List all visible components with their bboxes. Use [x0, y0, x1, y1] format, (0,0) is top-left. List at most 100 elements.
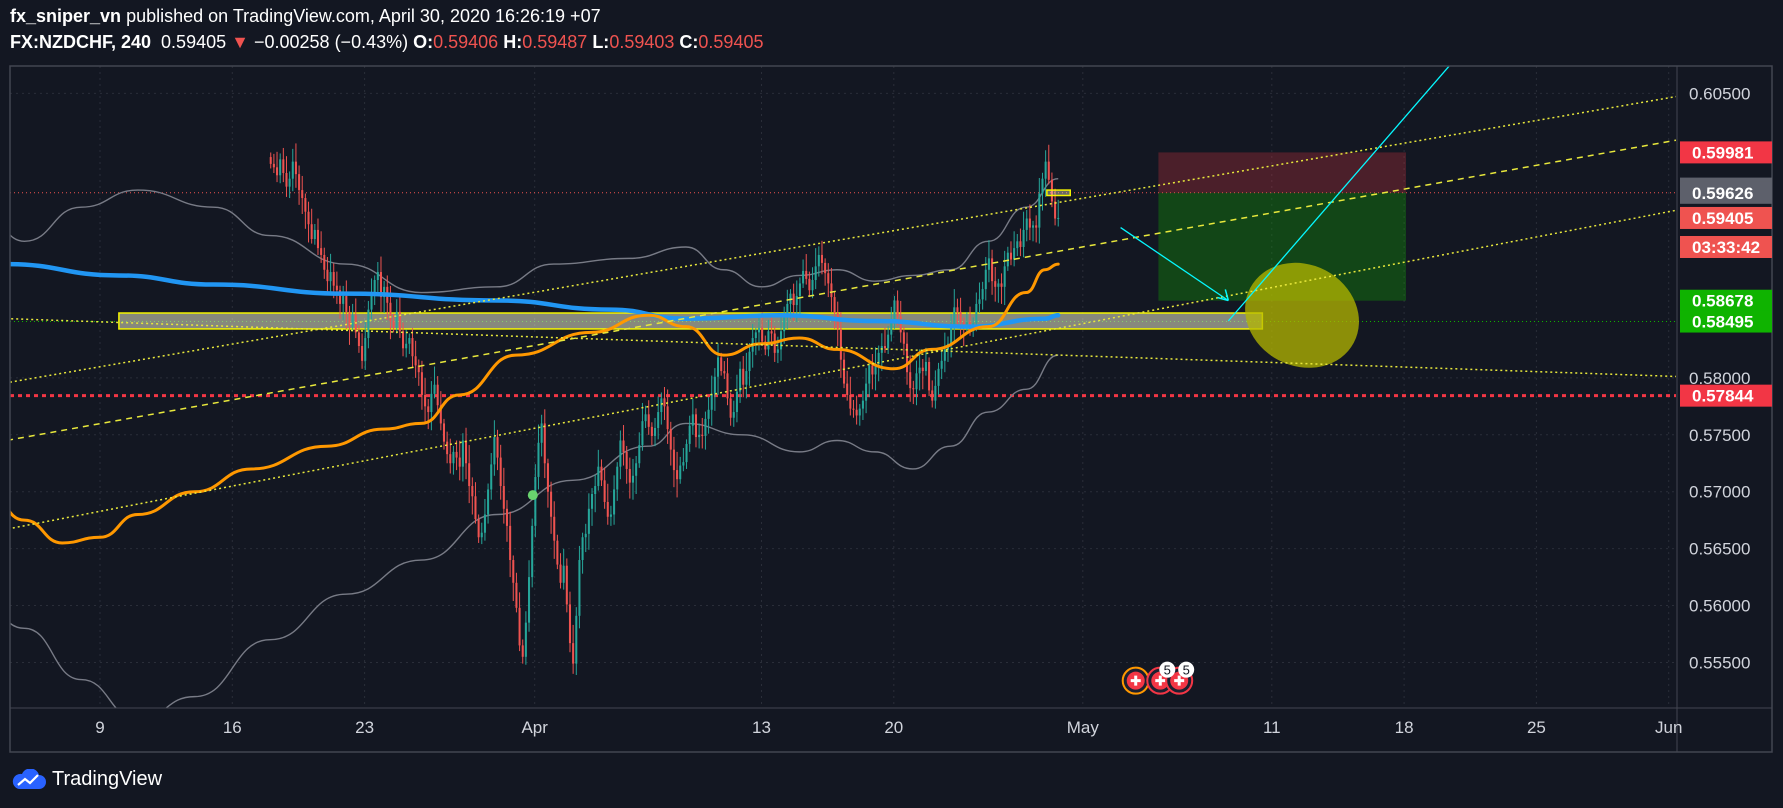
candle-body	[666, 406, 669, 430]
price-axis-label: 0.59405	[1680, 206, 1772, 229]
symbol-label[interactable]: FX:NZDCHF, 240	[10, 32, 152, 52]
candle-body	[669, 429, 672, 450]
candle-body	[987, 258, 990, 270]
candle-body	[568, 604, 572, 644]
candle-body	[820, 254, 824, 263]
candle-body	[458, 457, 461, 467]
price-label-text: 0.59981	[1692, 143, 1753, 162]
envelope-bands	[10, 177, 1059, 708]
candle-body	[323, 254, 326, 270]
x-tick-label: May	[1067, 718, 1100, 737]
candle-body	[276, 167, 279, 176]
candle-body	[628, 468, 631, 483]
candle-body	[543, 423, 546, 464]
author-name[interactable]: fx_sniper_vn	[10, 6, 122, 26]
candle-body	[887, 334, 890, 349]
candle-body	[461, 440, 464, 467]
candle-body	[833, 297, 836, 314]
arrow-head-icon	[1217, 289, 1230, 302]
candle-body	[581, 537, 584, 561]
candle-body	[874, 364, 877, 375]
candle-body	[279, 159, 282, 176]
candle-body	[732, 412, 735, 418]
price-axis-label: 0.57844	[1680, 384, 1772, 407]
candle-body	[906, 343, 909, 373]
candle-body	[883, 346, 887, 349]
candle-body	[918, 367, 921, 374]
candle-body	[313, 229, 316, 240]
candle-body	[496, 437, 499, 458]
candle-body	[950, 326, 953, 344]
candle-body	[550, 491, 553, 517]
candle-body	[562, 565, 565, 583]
candle-body	[625, 451, 628, 469]
candle-body	[852, 408, 855, 410]
candle-body	[398, 311, 401, 332]
candle-body	[556, 540, 559, 565]
close-value: 0.59405	[698, 32, 764, 52]
downtrend-line	[10, 317, 1676, 378]
candle-body	[943, 349, 946, 361]
candle-body	[767, 331, 770, 350]
candle-body	[436, 384, 439, 406]
x-tick-label: 13	[752, 718, 771, 737]
candle-body	[761, 327, 764, 342]
price-label-text: 0.58495	[1692, 313, 1753, 332]
price-label-bg	[1680, 310, 1772, 333]
candle-body	[726, 373, 729, 399]
candle-body	[395, 311, 398, 328]
y-tick-label: 0.58000	[1689, 369, 1750, 388]
candle-body	[1035, 225, 1038, 228]
x-tick-label: 25	[1527, 718, 1546, 737]
candle-body	[729, 398, 732, 418]
candle-body	[524, 622, 527, 657]
candle-body	[928, 361, 931, 391]
candle-body	[682, 462, 685, 466]
candle-body	[298, 174, 301, 191]
event-count-badge	[1159, 661, 1176, 678]
candle-body	[991, 258, 994, 282]
candle-body	[802, 270, 805, 284]
candle-body	[518, 607, 521, 646]
candle-body	[953, 307, 956, 327]
candle-body	[1013, 248, 1016, 260]
x-tick-label: 23	[355, 718, 374, 737]
candle-body	[304, 198, 307, 212]
candle-body	[326, 269, 329, 282]
tradingview-logo[interactable]: TradingView	[10, 768, 162, 791]
price-label-text: 0.59405	[1692, 209, 1753, 228]
candle-body	[915, 373, 918, 390]
candle-body	[710, 393, 713, 410]
x-tick-label: 18	[1395, 718, 1414, 737]
price-axis-label: 0.59981	[1680, 141, 1772, 164]
x-tick-label: Apr	[521, 718, 548, 737]
candle-body	[1057, 217, 1060, 219]
candle-body	[924, 361, 927, 372]
candle-body	[609, 514, 612, 517]
candle-body	[367, 309, 370, 339]
candle-body	[294, 161, 297, 175]
candle-body	[896, 300, 899, 317]
candle-body	[717, 357, 720, 377]
candle-body	[1003, 266, 1006, 287]
y-tick-label: 0.56000	[1689, 597, 1750, 616]
candle-body	[474, 496, 477, 520]
candle-body	[770, 331, 773, 334]
candle-body	[282, 159, 285, 173]
candle-body	[672, 449, 675, 471]
candle-body	[657, 412, 660, 428]
candle-body	[301, 190, 304, 199]
economic-event-icon	[1121, 666, 1150, 695]
candle-body	[392, 320, 395, 328]
candle-body	[1054, 201, 1057, 219]
change-value: −0.00258 (−0.43%)	[253, 32, 409, 52]
candle-body	[1009, 252, 1013, 260]
candle-body	[994, 281, 997, 287]
candle-body	[861, 400, 864, 409]
candle-body	[921, 367, 924, 372]
candles[interactable]	[269, 143, 1060, 675]
candle-body	[698, 434, 701, 438]
candle-body	[644, 414, 647, 422]
